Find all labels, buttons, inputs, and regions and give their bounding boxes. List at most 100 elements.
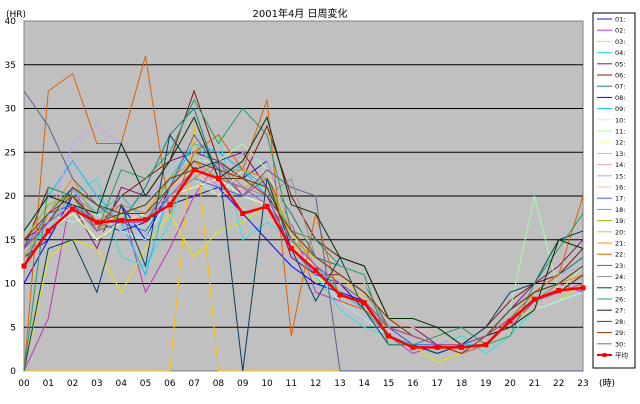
average-marker — [337, 292, 343, 298]
legend-label: 02: — [615, 27, 625, 35]
average-marker — [507, 318, 513, 324]
legend-label: 19: — [615, 217, 625, 225]
average-marker — [191, 167, 197, 173]
x-tick-label: 21 — [529, 379, 540, 389]
average-marker — [240, 211, 246, 216]
average-marker — [313, 267, 319, 273]
legend-label: 25: — [615, 284, 625, 292]
legend-label: 01: — [615, 16, 625, 24]
legend-label: 17: — [615, 195, 625, 203]
legend-label: 14: — [615, 161, 625, 169]
x-tick-label: 23 — [577, 379, 588, 389]
y-tick-label: 25 — [5, 148, 16, 158]
average-marker — [21, 263, 27, 269]
x-tick-label: 12 — [310, 379, 321, 389]
legend-label: 20: — [615, 228, 625, 236]
legend-label: 15: — [615, 172, 625, 180]
x-tick-label: 19 — [480, 379, 492, 389]
average-marker — [531, 296, 537, 302]
legend-label: 03: — [615, 38, 625, 46]
x-tick-label: 10 — [261, 379, 273, 389]
average-marker — [434, 344, 440, 350]
y-tick-labels: 0 5 10 15 20 25 30 35 40 — [5, 17, 17, 377]
x-tick-label: 09 — [237, 379, 249, 389]
legend-box — [592, 12, 636, 369]
x-tick-label: 08 — [213, 379, 225, 389]
average-marker — [483, 342, 489, 348]
average-marker — [361, 300, 367, 306]
x-tick-label: 22 — [553, 379, 564, 389]
gridlines — [24, 64, 583, 328]
legend-label: 08: — [615, 94, 625, 102]
average-marker — [94, 219, 100, 225]
average-marker — [580, 285, 586, 291]
legend-label: 平均 — [615, 351, 629, 360]
legend-label: 07: — [615, 83, 625, 91]
legend-label: 09: — [615, 105, 625, 113]
average-marker — [556, 288, 562, 293]
average-marker — [143, 217, 149, 223]
legend-label: 24: — [615, 273, 625, 281]
legend-label: 11: — [615, 128, 625, 136]
x-axis-label: (時) — [599, 378, 615, 389]
series-line — [23, 115, 584, 346]
x-tick-label: 14 — [359, 379, 371, 389]
average-marker — [386, 333, 392, 339]
legend-label: 16: — [615, 184, 625, 192]
x-tick-label: 04 — [115, 379, 127, 389]
legend-label: 22: — [615, 251, 625, 259]
legend-label: 10: — [615, 116, 625, 124]
legend: 01: 02: 03: 04: 05: 06: 07: 08: 09: 10: 11: 12: 13: 1… — [592, 12, 636, 369]
legend-label: 18: — [615, 206, 625, 214]
legend-label: 27: — [615, 307, 625, 315]
legend-label: 13: — [615, 150, 625, 158]
legend-label: 26: — [615, 296, 625, 304]
average-series-line — [22, 168, 584, 349]
legend-swatch-marker — [602, 353, 607, 357]
y-tick-label: 5 — [10, 323, 16, 333]
x-tick-label: 00 — [18, 379, 30, 389]
x-tick-label: 18 — [456, 379, 468, 389]
x-tick-label: 06 — [164, 379, 176, 389]
legend-label: 28: — [615, 318, 625, 326]
average-marker — [458, 344, 464, 350]
x-tick-label: 16 — [407, 379, 419, 389]
legend-label: 12: — [615, 139, 625, 147]
series-line — [23, 98, 584, 372]
x-tick-label: 05 — [140, 379, 151, 389]
x-tick-label: 11 — [286, 379, 297, 389]
x-tick-label: 17 — [431, 379, 442, 389]
legend-label: 30: — [615, 340, 625, 348]
average-marker — [118, 218, 124, 223]
x-tick-labels: 00 01 02 03 04 05 06 07 08 09 10 11 12 13 14 15 16 17 18 19… — [18, 379, 588, 389]
series-line — [23, 133, 584, 372]
x-tick-label: 02 — [67, 379, 78, 389]
y-tick-label: 30 — [5, 105, 17, 115]
legend-label: 06: — [615, 72, 625, 80]
legend-label: 04: — [615, 49, 625, 57]
legend-label: 29: — [615, 329, 625, 337]
average-marker — [45, 228, 51, 234]
x-tick-label: 07 — [188, 379, 199, 389]
y-axis-label: (HR) — [6, 10, 26, 20]
average-marker — [264, 204, 270, 209]
average-marker — [410, 344, 416, 350]
series-line — [23, 169, 584, 346]
average-markers — [21, 167, 586, 350]
y-tick-label: 15 — [5, 236, 16, 246]
average-marker — [288, 246, 294, 251]
legend-label: 23: — [615, 262, 625, 270]
y-tick-label: 20 — [5, 192, 17, 202]
x-tick-label: 03 — [91, 379, 102, 389]
y-tick-label: 0 — [10, 367, 16, 377]
average-marker — [167, 202, 173, 208]
y-tick-label: 10 — [5, 280, 17, 290]
average-marker — [70, 206, 76, 212]
average-marker — [215, 176, 221, 181]
chart-title: 2001年4月 日周変化 — [253, 7, 348, 20]
x-tick-label: 01 — [43, 379, 54, 389]
x-tick-label: 20 — [504, 379, 516, 389]
legend-label: 05: — [615, 60, 625, 68]
x-tick-label: 15 — [383, 379, 394, 389]
